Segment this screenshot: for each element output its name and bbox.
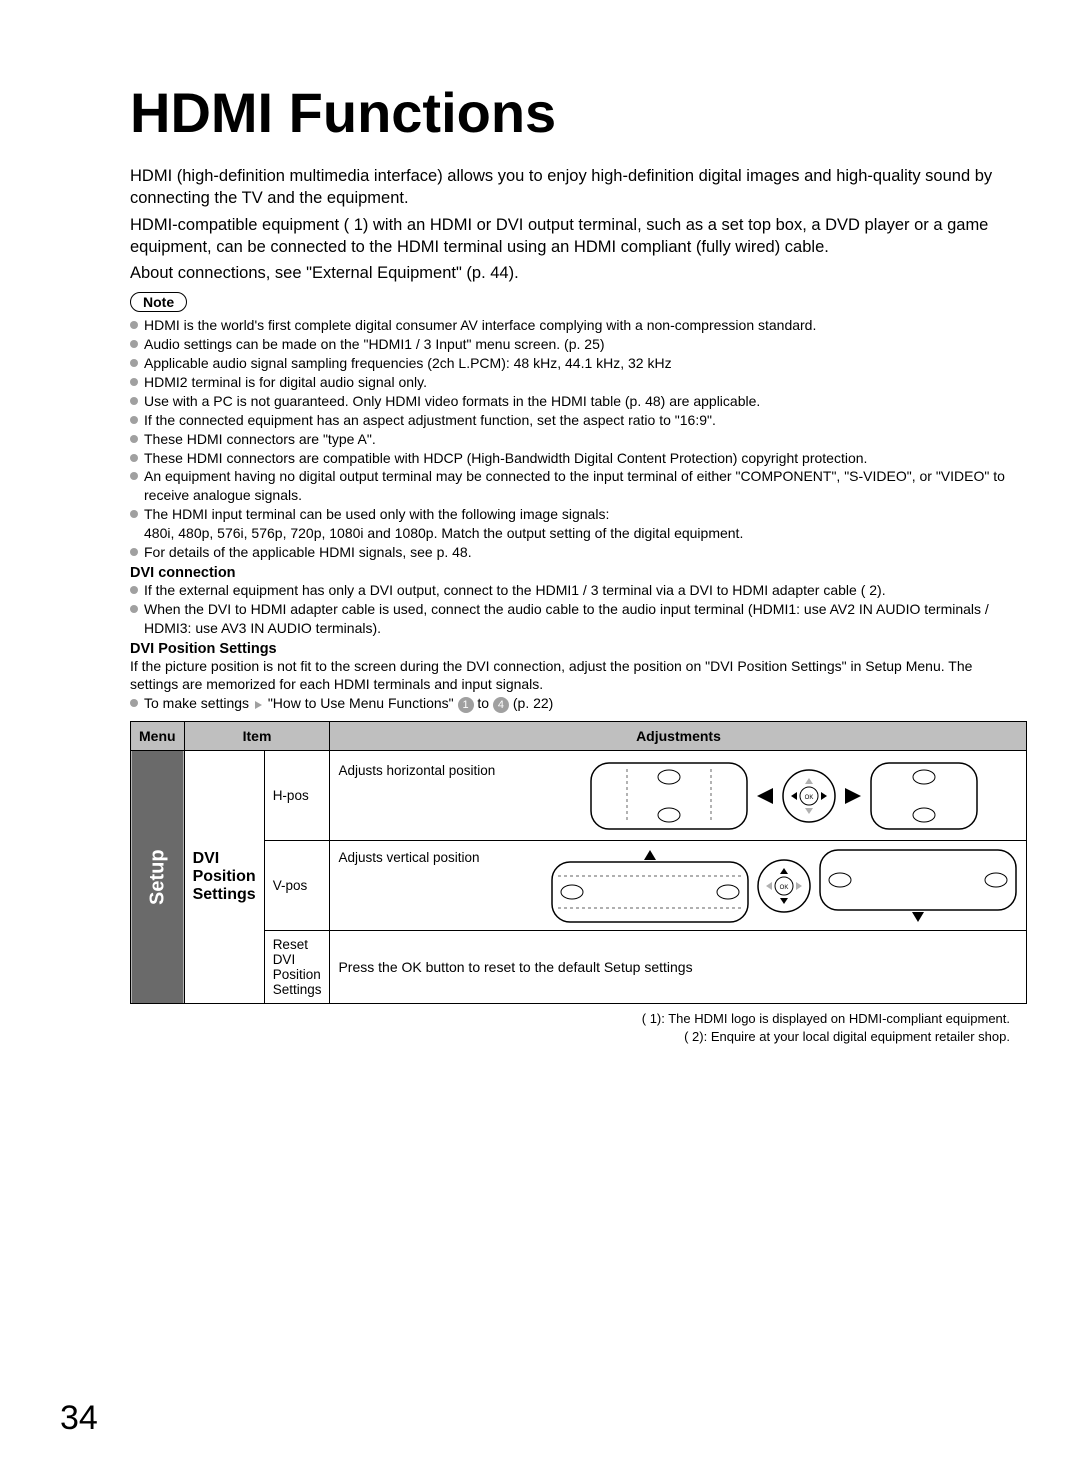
note-list: HDMI is the world's first complete digit… — [130, 316, 1010, 562]
table-row: V-pos Adjusts vertical position — [131, 841, 1027, 931]
note-item: The HDMI input terminal can be used only… — [130, 505, 1010, 543]
left-arrow-icon — [755, 786, 775, 806]
adj-vpos-label: Adjusts vertical position — [338, 848, 538, 865]
howto-prefix: To make settings — [144, 695, 253, 711]
svg-text:OK: OK — [780, 885, 789, 891]
dvi-position-heading: DVI Position Settings — [130, 641, 1010, 657]
item-sub-hpos: H-pos — [264, 751, 330, 841]
note-badge: Note — [130, 292, 187, 312]
dvi-conn-item: When the DVI to HDMI adapter cable is us… — [130, 600, 1010, 638]
vpos-screen-result-icon — [818, 848, 1018, 924]
page-title: HDMI Functions — [130, 80, 1010, 145]
menu-label-cell: Setup — [131, 751, 185, 1004]
dvi-conn-item: If the external equipment has only a DVI… — [130, 581, 1010, 600]
note-item: HDMI2 terminal is for digital audio sign… — [130, 373, 1010, 392]
howto-suffix: (p. 22) — [513, 695, 553, 711]
table-row: Setup DVI Position Settings H-pos Adjust… — [131, 751, 1027, 841]
header-menu: Menu — [131, 722, 185, 751]
adj-hpos-cell: Adjusts horizontal position — [330, 751, 1027, 841]
footnote-2: ( 2): Enquire at your local digital equi… — [130, 1028, 1010, 1046]
step-circle-4: 4 — [493, 697, 509, 713]
hpos-screen-icon — [589, 761, 749, 831]
intro-paragraph-3: About connections, see "External Equipme… — [130, 262, 1010, 284]
svg-text:OK: OK — [805, 795, 814, 801]
adj-vpos-cell: Adjusts vertical position OK — [330, 841, 1027, 931]
howto-item: To make settings "How to Use Menu Functi… — [130, 694, 1010, 713]
note-item: Audio settings can be made on the "HDMI1… — [130, 335, 1010, 354]
dvi-connection-list: If the external equipment has only a DVI… — [130, 581, 1010, 638]
intro-paragraph-2: HDMI-compatible equipment ( 1) with an H… — [130, 214, 1010, 259]
page-number: 34 — [60, 1399, 98, 1438]
item-main-cell: DVI Position Settings — [184, 751, 264, 1004]
adj-hpos-label: Adjusts horizontal position — [338, 761, 538, 778]
hpos-diagram: OK — [550, 761, 1018, 831]
howto-to: to — [477, 695, 493, 711]
step-circle-1: 1 — [458, 697, 474, 713]
footnote-1: ( 1): The HDMI logo is displayed on HDMI… — [130, 1010, 1010, 1028]
dpad-icon: OK — [756, 858, 812, 914]
intro-paragraph-1: HDMI (high-definition multimedia interfa… — [130, 165, 1010, 210]
dvi-position-text: If the picture position is not fit to th… — [130, 657, 1010, 695]
footnotes: ( 1): The HDMI logo is displayed on HDMI… — [130, 1010, 1010, 1045]
header-adjustments: Adjustments — [330, 722, 1027, 751]
dvi-connection-heading: DVI connection — [130, 565, 1010, 581]
vpos-screen-icon — [550, 848, 750, 924]
note-item: Applicable audio signal sampling frequen… — [130, 354, 1010, 373]
item-sub-reset: Reset DVI Position Settings — [264, 931, 330, 1004]
dpad-icon: OK — [781, 768, 837, 824]
right-arrow-icon — [843, 786, 863, 806]
arrow-icon — [255, 701, 262, 709]
note-item: These HDMI connectors are "type A". — [130, 430, 1010, 449]
header-item: Item — [184, 722, 330, 751]
table-header-row: Menu Item Adjustments — [131, 722, 1027, 751]
note-item: An equipment having no digital output te… — [130, 467, 1010, 505]
table-row: Reset DVI Position Settings Press the OK… — [131, 931, 1027, 1004]
note-item: If the connected equipment has an aspect… — [130, 411, 1010, 430]
note-item: These HDMI connectors are compatible wit… — [130, 449, 1010, 468]
note-item: HDMI is the world's first complete digit… — [130, 316, 1010, 335]
howto-mid: "How to Use Menu Functions" — [268, 695, 458, 711]
adj-reset-cell: Press the OK button to reset to the defa… — [330, 931, 1027, 1004]
note-item: For details of the applicable HDMI signa… — [130, 543, 1010, 562]
item-sub-vpos: V-pos — [264, 841, 330, 931]
vpos-diagram: OK — [550, 848, 1018, 924]
hpos-screen-result-icon — [869, 761, 979, 831]
dvi-position-howto: To make settings "How to Use Menu Functi… — [130, 694, 1010, 713]
note-item: Use with a PC is not guaranteed. Only HD… — [130, 392, 1010, 411]
settings-table: Menu Item Adjustments Setup DVI Position… — [130, 721, 1027, 1004]
